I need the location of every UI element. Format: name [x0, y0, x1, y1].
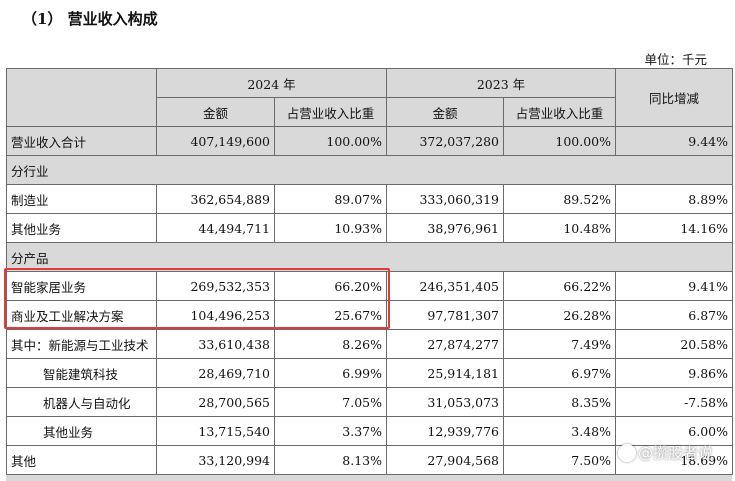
share-2023: 26.28%: [503, 300, 616, 330]
row-label: 智能家居业务: [6, 271, 157, 301]
section-row-industry: 分行业: [6, 155, 733, 185]
table-bottom-strip: [6, 474, 732, 481]
yoy-change: 6.87%: [615, 300, 733, 330]
revenue-table: 2024 年 2023 年 同比增减 金额 占营业收入比重 金额 占营业收入比重…: [6, 68, 733, 475]
yoy-change: 9.41%: [615, 271, 733, 301]
header-row-metrics: 金额 占营业收入比重 金额 占营业收入比重: [7, 97, 733, 127]
unit-label: 单位：千元: [644, 52, 707, 67]
share-2023: 66.22%: [503, 271, 616, 301]
share-2023: 3.48%: [503, 416, 616, 446]
section-label: 分行业: [6, 155, 733, 185]
table-row: 其他业务 13,715,540 3.37% 12,939,776 3.48% 6…: [6, 416, 733, 446]
header-share-2024: 占营业收入比重: [274, 97, 387, 127]
amount-2023: 12,939,776: [386, 416, 504, 446]
amount-2023: 333,060,319: [386, 184, 504, 214]
share-2024: 6.99%: [274, 358, 387, 388]
amount-2023: 27,874,277: [386, 329, 504, 359]
section-label: 分产品: [6, 242, 733, 272]
header-row-years: 2024 年 2023 年 同比增减: [6, 68, 733, 127]
share-2024: 7.05%: [274, 387, 387, 417]
header-amount-2024: 金额: [156, 97, 275, 127]
row-label: 其中：新能源与工业技术: [6, 329, 157, 359]
share-2024: 25.67%: [274, 300, 387, 330]
row-label: 智能建筑科技: [6, 358, 157, 388]
share-2023: 89.52%: [503, 184, 616, 214]
table-row: 其他业务 44,494,711 10.93% 38,976,961 10.48%…: [6, 213, 733, 243]
yoy-change: -7.58%: [615, 387, 733, 417]
share-2024: 3.37%: [274, 416, 387, 446]
table-row: 智能家居业务 269,532,353 66.20% 246,351,405 66…: [6, 271, 733, 301]
amount-2023: 27,904,568: [386, 445, 504, 475]
row-label: 营业收入合计: [6, 126, 157, 156]
row-label: 其他业务: [6, 213, 157, 243]
share-2023: 7.50%: [503, 445, 616, 475]
share-2023: 10.48%: [503, 213, 616, 243]
amount-2024: 33,610,438: [156, 329, 275, 359]
amount-2024: 33,120,994: [156, 445, 275, 475]
share-2024: 8.26%: [274, 329, 387, 359]
watermark-text: @攒股者说: [638, 444, 714, 462]
section-row-product: 分产品: [6, 242, 733, 272]
amount-2024: 13,715,540: [156, 416, 275, 446]
watermark-logo-icon: [618, 443, 636, 462]
yoy-change: 8.89%: [615, 184, 733, 214]
table-row: 智能建筑科技 28,469,710 6.99% 25,914,181 6.97%…: [6, 358, 733, 388]
row-label: 其他业务: [6, 416, 157, 446]
header-share-2023: 占营业收入比重: [503, 97, 616, 127]
amount-2023: 38,976,961: [386, 213, 504, 243]
share-2023: 100.00%: [503, 126, 616, 156]
amount-2024: 104,496,253: [156, 300, 275, 330]
header-blank: [6, 68, 157, 127]
yoy-change: 6.00%: [615, 416, 733, 446]
row-label: 其他: [6, 445, 157, 475]
header-amount-2023: 金额: [386, 97, 504, 127]
amount-2024: 407,149,600: [156, 126, 275, 156]
watermark: @攒股者说: [618, 442, 713, 463]
share-2023: 8.35%: [503, 387, 616, 417]
table-row: 其他 33,120,994 8.13% 27,904,568 7.50% 18.…: [6, 445, 733, 475]
yoy-change: 9.44%: [615, 126, 733, 156]
amount-2024: 44,494,711: [156, 213, 275, 243]
amount-2023: 31,053,073: [386, 387, 504, 417]
share-2023: 6.97%: [503, 358, 616, 388]
amount-2023: 25,914,181: [386, 358, 504, 388]
table-row: 商业及工业解决方案 104,496,253 25.67% 97,781,307 …: [6, 300, 733, 330]
header-2024: 2024 年: [156, 68, 387, 98]
yoy-change: 20.58%: [615, 329, 733, 359]
yoy-change: 9.86%: [615, 358, 733, 388]
amount-2024: 269,532,353: [156, 271, 275, 301]
share-2024: 8.13%: [274, 445, 387, 475]
share-2024: 10.93%: [274, 213, 387, 243]
header-yoy: 同比增减: [615, 68, 733, 127]
table-row-total: 营业收入合计 407,149,600 100.00% 372,037,280 1…: [6, 126, 733, 156]
table-row: 制造业 362,654,889 89.07% 333,060,319 89.52…: [6, 184, 733, 214]
row-label: 制造业: [6, 184, 157, 214]
share-2023: 7.49%: [503, 329, 616, 359]
share-2024: 100.00%: [274, 126, 387, 156]
share-2024: 66.20%: [274, 271, 387, 301]
amount-2024: 28,469,710: [156, 358, 275, 388]
amount-2023: 97,781,307: [386, 300, 504, 330]
amount-2023: 246,351,405: [386, 271, 504, 301]
amount-2023: 372,037,280: [386, 126, 504, 156]
table-row: 机器人与自动化 28,700,565 7.05% 31,053,073 8.35…: [6, 387, 733, 417]
yoy-change: 14.16%: [615, 213, 733, 243]
section-heading: （1） 营业收入构成: [22, 10, 158, 28]
amount-2024: 362,654,889: [156, 184, 275, 214]
header-2023: 2023 年: [386, 68, 616, 98]
amount-2024: 28,700,565: [156, 387, 275, 417]
share-2024: 89.07%: [274, 184, 387, 214]
table-row: 其中：新能源与工业技术 33,610,438 8.26% 27,874,277 …: [6, 329, 733, 359]
row-label: 商业及工业解决方案: [6, 300, 157, 330]
row-label: 机器人与自动化: [6, 387, 157, 417]
